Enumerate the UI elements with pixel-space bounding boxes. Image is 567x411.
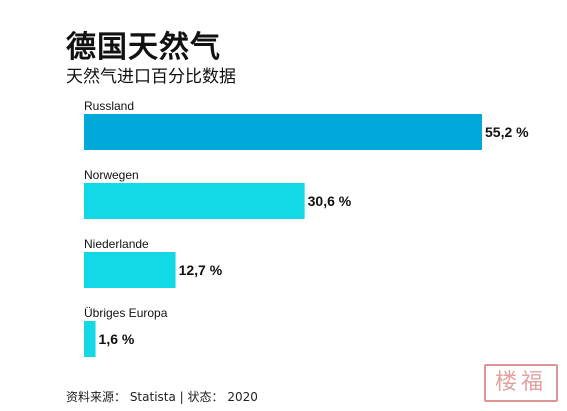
value-label-russland: 55,2 %: [485, 124, 529, 140]
value-label-norwegen: 30,6 %: [308, 193, 352, 209]
chart-subtitle: 天然气进口百分比数据: [66, 67, 236, 87]
category-label-niederlande: Niederlande: [84, 237, 149, 251]
value-label-niederlande: 12,7 %: [179, 262, 223, 278]
category-label-norwegen: Norwegen: [84, 168, 139, 182]
category-label--briges-europa: Übriges Europa: [84, 306, 168, 320]
source-note: 资料来源： Statista | 状态： 2020: [66, 390, 258, 404]
bar-russland: [84, 114, 482, 150]
bar-niederlande: [84, 252, 176, 288]
bar--briges-europa: [84, 321, 96, 357]
category-label-russland: Russland: [84, 99, 134, 113]
bar-norwegen: [84, 183, 305, 219]
watermark-stamp: 楼福: [484, 364, 558, 402]
value-label--briges-europa: 1,6 %: [99, 331, 135, 347]
chart-title: 德国天然气: [66, 30, 221, 65]
